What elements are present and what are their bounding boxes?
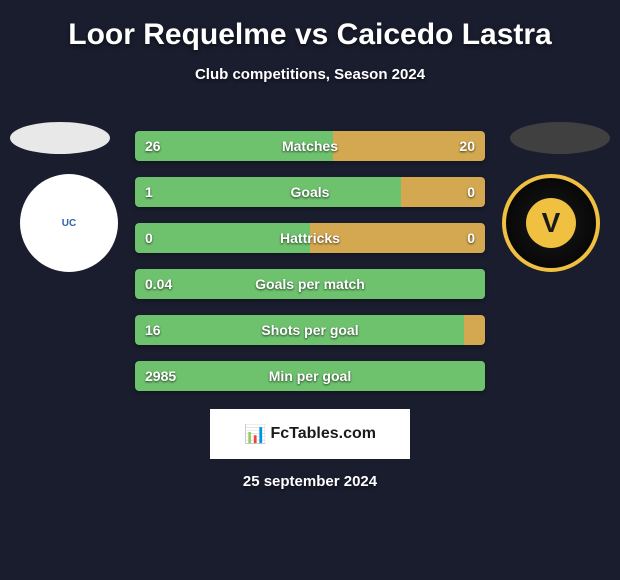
- player1-value: 26: [145, 131, 161, 161]
- stat-row: Goals1 0: [135, 177, 485, 207]
- player2-value: 0: [467, 177, 475, 207]
- stat-label: Goals per match: [135, 269, 485, 299]
- watermark-text: FcTables.com: [270, 425, 376, 443]
- player1-value: 0: [145, 223, 153, 253]
- club-logo-left: UC: [20, 174, 118, 272]
- stat-label: Hattricks: [135, 223, 485, 253]
- stat-label: Matches: [135, 131, 485, 161]
- stat-label: Min per goal: [135, 361, 485, 391]
- player1-oval: [10, 122, 110, 154]
- chart-icon: 📊: [244, 424, 266, 445]
- player1-value: 0.04: [145, 269, 172, 299]
- page-subtitle: Club competitions, Season 2024: [0, 66, 620, 83]
- page-title: Loor Requelme vs Caicedo Lastra: [0, 18, 620, 52]
- player1-value: 2985: [145, 361, 176, 391]
- club-logo-right-text: V: [526, 198, 576, 248]
- stat-row: Hattricks0 0: [135, 223, 485, 253]
- player2-value: 0: [467, 223, 475, 253]
- club-logo-right: V: [502, 174, 600, 272]
- watermark: 📊 FcTables.com: [210, 409, 410, 459]
- stat-label: Goals: [135, 177, 485, 207]
- stat-row: Min per goal2985: [135, 361, 485, 391]
- player2-oval: [510, 122, 610, 154]
- player2-value: 20: [459, 131, 475, 161]
- stat-row: Shots per goal16: [135, 315, 485, 345]
- player1-value: 16: [145, 315, 161, 345]
- club-logo-left-text: UC: [62, 218, 76, 229]
- stat-label: Shots per goal: [135, 315, 485, 345]
- footer-date: 25 september 2024: [0, 473, 620, 490]
- stat-row: Matches26 20: [135, 131, 485, 161]
- player1-value: 1: [145, 177, 153, 207]
- stat-row: Goals per match0.04: [135, 269, 485, 299]
